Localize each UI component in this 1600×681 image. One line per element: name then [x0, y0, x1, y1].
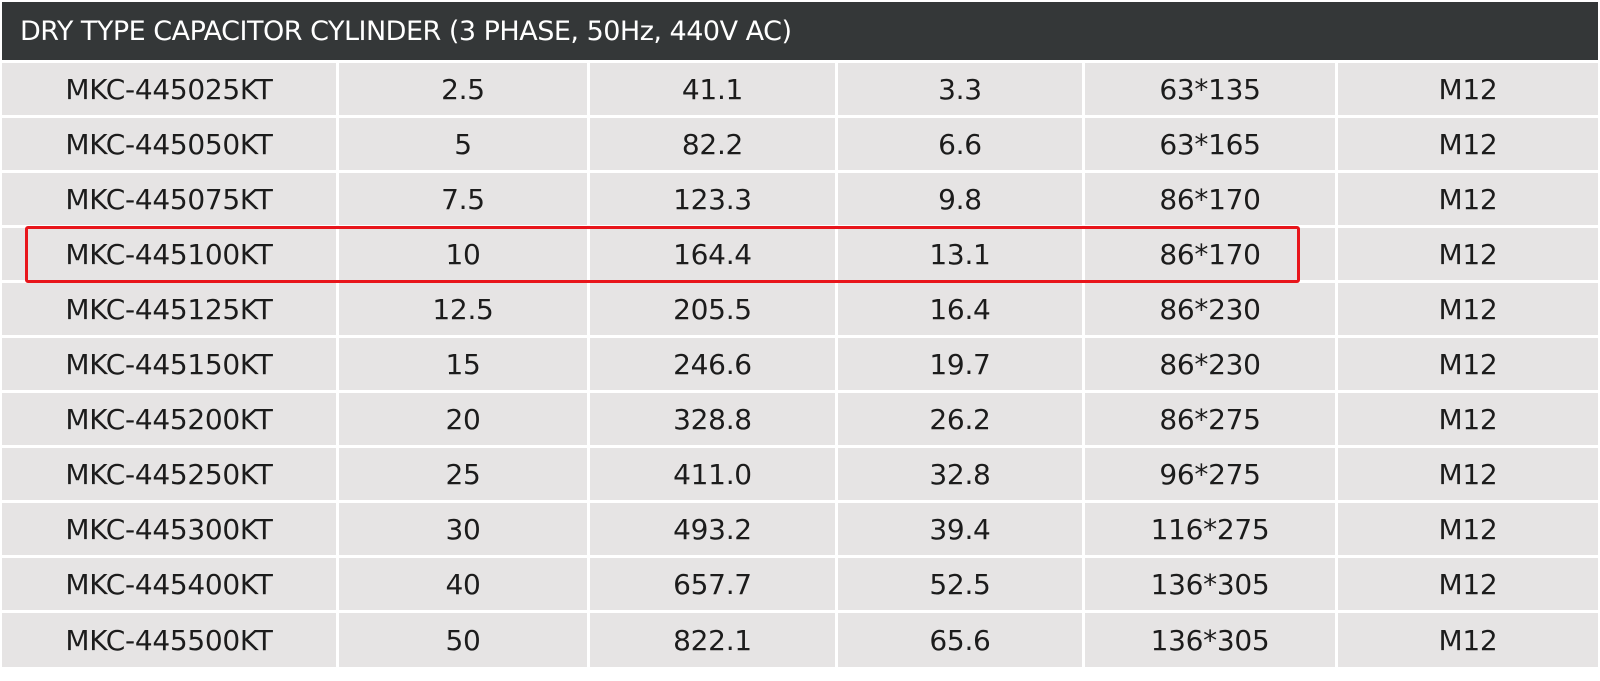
current-cell: 16.4 — [838, 283, 1085, 338]
model-cell: MKC-445075KT — [2, 173, 339, 228]
dimension-cell: 86*275 — [1085, 393, 1338, 448]
kvar-cell: 50 — [339, 613, 590, 667]
terminal-cell: M12 — [1338, 503, 1598, 558]
dimension-cell: 116*275 — [1085, 503, 1338, 558]
dimension-cell: 136*305 — [1085, 613, 1338, 667]
capacitance-cell: 164.4 — [590, 228, 838, 283]
kvar-cell: 5 — [339, 118, 590, 173]
model-cell: MKC-445125KT — [2, 283, 339, 338]
current-cell: 19.7 — [838, 338, 1085, 393]
terminal-cell: M12 — [1338, 613, 1598, 667]
current-cell: 3.3 — [838, 63, 1085, 118]
kvar-cell: 7.5 — [339, 173, 590, 228]
capacitance-cell: 493.2 — [590, 503, 838, 558]
table-row: MKC-445100KT 10 164.4 13.1 86*170 M12 — [2, 228, 1598, 283]
kvar-cell: 15 — [339, 338, 590, 393]
table-row: MKC-445200KT 20 328.8 26.2 86*275 M12 — [2, 393, 1598, 448]
table-row: MKC-445125KT 12.5 205.5 16.4 86*230 M12 — [2, 283, 1598, 338]
current-cell: 32.8 — [838, 448, 1085, 503]
model-cell: MKC-445100KT — [2, 228, 339, 283]
kvar-cell: 2.5 — [339, 63, 590, 118]
capacitance-cell: 822.1 — [590, 613, 838, 667]
kvar-cell: 25 — [339, 448, 590, 503]
capacitance-cell: 123.3 — [590, 173, 838, 228]
kvar-cell: 30 — [339, 503, 590, 558]
table-row: MKC-445150KT 15 246.6 19.7 86*230 M12 — [2, 338, 1598, 393]
capacitance-cell: 41.1 — [590, 63, 838, 118]
table-row: MKC-445025KT 2.5 41.1 3.3 63*135 M12 — [2, 63, 1598, 118]
dimension-cell: 86*230 — [1085, 338, 1338, 393]
dimension-cell: 86*170 — [1085, 173, 1338, 228]
terminal-cell: M12 — [1338, 338, 1598, 393]
capacitor-spec-table: MKC-445025KT 2.5 41.1 3.3 63*135 M12 MKC… — [2, 63, 1598, 667]
capacitance-cell: 657.7 — [590, 558, 838, 613]
capacitance-cell: 82.2 — [590, 118, 838, 173]
model-cell: MKC-445200KT — [2, 393, 339, 448]
table-row: MKC-445300KT 30 493.2 39.4 116*275 M12 — [2, 503, 1598, 558]
terminal-cell: M12 — [1338, 393, 1598, 448]
terminal-cell: M12 — [1338, 558, 1598, 613]
model-cell: MKC-445300KT — [2, 503, 339, 558]
capacitance-cell: 205.5 — [590, 283, 838, 338]
terminal-cell: M12 — [1338, 63, 1598, 118]
dimension-cell: 86*230 — [1085, 283, 1338, 338]
kvar-cell: 10 — [339, 228, 590, 283]
terminal-cell: M12 — [1338, 228, 1598, 283]
capacitance-cell: 328.8 — [590, 393, 838, 448]
current-cell: 9.8 — [838, 173, 1085, 228]
current-cell: 6.6 — [838, 118, 1085, 173]
model-cell: MKC-445150KT — [2, 338, 339, 393]
capacitance-cell: 246.6 — [590, 338, 838, 393]
model-cell: MKC-445250KT — [2, 448, 339, 503]
current-cell: 52.5 — [838, 558, 1085, 613]
table-body: MKC-445025KT 2.5 41.1 3.3 63*135 M12 MKC… — [2, 63, 1598, 667]
current-cell: 26.2 — [838, 393, 1085, 448]
current-cell: 65.6 — [838, 613, 1085, 667]
terminal-cell: M12 — [1338, 448, 1598, 503]
dimension-cell: 63*165 — [1085, 118, 1338, 173]
table-row: MKC-445250KT 25 411.0 32.8 96*275 M12 — [2, 448, 1598, 503]
model-cell: MKC-445050KT — [2, 118, 339, 173]
current-cell: 13.1 — [838, 228, 1085, 283]
capacitance-cell: 411.0 — [590, 448, 838, 503]
table-row: MKC-445075KT 7.5 123.3 9.8 86*170 M12 — [2, 173, 1598, 228]
dimension-cell: 86*170 — [1085, 228, 1338, 283]
kvar-cell: 40 — [339, 558, 590, 613]
table-title: DRY TYPE CAPACITOR CYLINDER (3 PHASE, 50… — [2, 2, 1598, 60]
terminal-cell: M12 — [1338, 173, 1598, 228]
table-row: MKC-445400KT 40 657.7 52.5 136*305 M12 — [2, 558, 1598, 613]
dimension-cell: 63*135 — [1085, 63, 1338, 118]
table-row: MKC-445050KT 5 82.2 6.6 63*165 M12 — [2, 118, 1598, 173]
model-cell: MKC-445025KT — [2, 63, 339, 118]
table-row: MKC-445500KT 50 822.1 65.6 136*305 M12 — [2, 613, 1598, 667]
dimension-cell: 136*305 — [1085, 558, 1338, 613]
terminal-cell: M12 — [1338, 283, 1598, 338]
terminal-cell: M12 — [1338, 118, 1598, 173]
model-cell: MKC-445500KT — [2, 613, 339, 667]
current-cell: 39.4 — [838, 503, 1085, 558]
dimension-cell: 96*275 — [1085, 448, 1338, 503]
kvar-cell: 20 — [339, 393, 590, 448]
kvar-cell: 12.5 — [339, 283, 590, 338]
model-cell: MKC-445400KT — [2, 558, 339, 613]
